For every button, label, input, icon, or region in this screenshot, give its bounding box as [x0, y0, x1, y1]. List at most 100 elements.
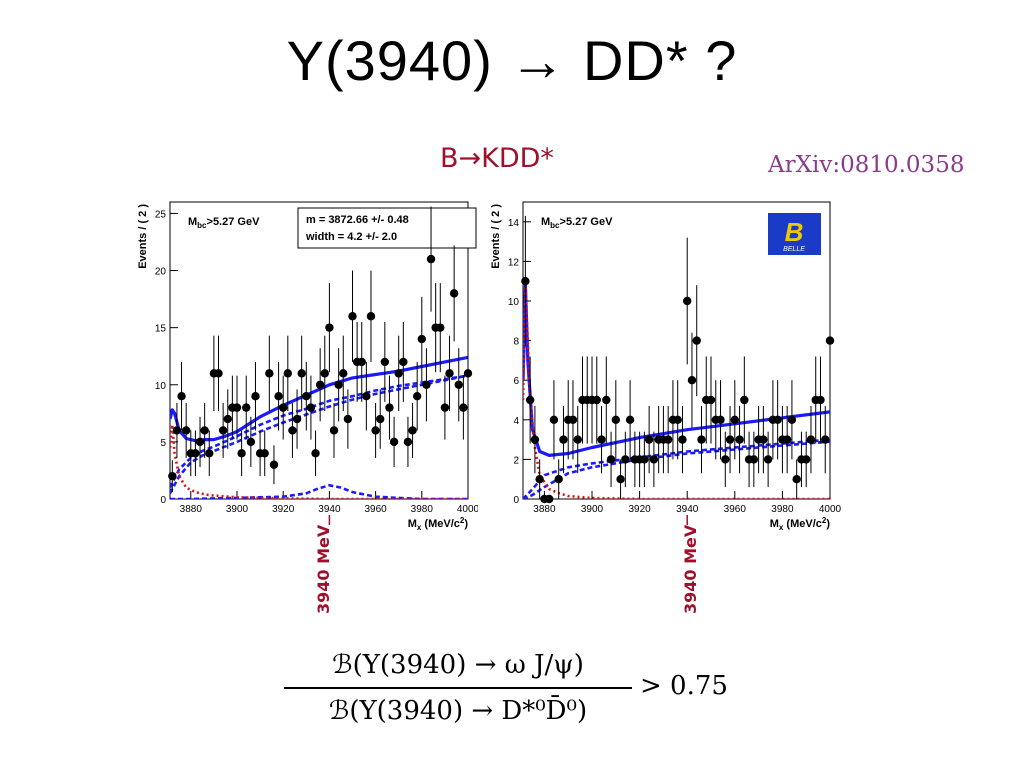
data-point [408, 426, 417, 435]
data-point [417, 334, 426, 344]
data-point [802, 455, 811, 464]
y-tick-label: 10 [155, 381, 167, 392]
x-tick-label: 3900 [581, 504, 604, 515]
data-point [334, 380, 343, 389]
data-point [749, 455, 759, 464]
data-point [274, 391, 283, 401]
data-point [554, 475, 563, 484]
data-point [740, 395, 749, 405]
formula-inequality: > 0.75 [640, 671, 728, 701]
data-point [725, 435, 735, 444]
data-point [625, 415, 635, 424]
data-point [172, 426, 182, 435]
data-point [389, 437, 399, 447]
data-point [735, 435, 744, 444]
data-point [288, 426, 297, 435]
data-point [806, 435, 816, 444]
data-point [692, 336, 701, 345]
y-tick-label: 15 [155, 324, 167, 335]
data-point [463, 369, 473, 378]
belle-logo [768, 213, 821, 255]
x-tick-label: 3880 [533, 504, 556, 515]
data-point [232, 403, 242, 412]
data-point [191, 449, 200, 458]
data-point [278, 403, 288, 412]
data-point [687, 376, 697, 385]
marker-label-right: 3940 MeV [681, 524, 700, 614]
data-point [787, 415, 797, 424]
data-point [663, 435, 673, 444]
data-point [223, 414, 232, 424]
data-point [426, 254, 436, 264]
data-point [385, 403, 394, 412]
fraction-bar [284, 687, 632, 689]
data-point [597, 435, 606, 444]
data-point [436, 323, 445, 332]
y-tick-label: 2 [513, 455, 519, 466]
data-point [195, 437, 205, 447]
data-point [315, 380, 325, 389]
formula-denominator: ℬ(Y(3940) → D*⁰D̄⁰) [328, 696, 588, 726]
data-point [205, 449, 214, 458]
x-tick-label: 3880 [180, 504, 203, 515]
cut-label: Mbc>5.27 GeV [541, 216, 613, 230]
x-tick-label: 3980 [771, 504, 794, 515]
formula-fraction: ℬ(Y(3940) → ω J/ψ) ℬ(Y(3940) → D*⁰D̄⁰) [284, 645, 632, 731]
y-tick-label: 6 [513, 376, 519, 387]
data-point [325, 323, 334, 332]
data-point [721, 455, 730, 464]
data-point [218, 426, 228, 435]
data-point [366, 312, 376, 321]
data-point [214, 369, 223, 378]
data-point [265, 369, 274, 378]
data-point [246, 437, 256, 447]
data-point [445, 369, 454, 378]
data-point [640, 455, 649, 464]
data-point [269, 460, 279, 469]
left-mass-plot: 0 5 10 15 20 25 3880 3900 3920 3940 3960 3980 4000 Ev… [137, 201, 478, 532]
y-tick-label: 4 [513, 416, 519, 427]
data-point [759, 435, 768, 444]
belle-logo-mark: B [785, 217, 804, 247]
data-point [782, 435, 792, 444]
data-point [306, 403, 316, 412]
data-point [394, 369, 403, 378]
data-point [302, 391, 311, 401]
arxiv-reference: ArXiv:0810.0358 [768, 152, 965, 178]
data-point [825, 336, 835, 345]
data-point [644, 435, 654, 444]
data-point [339, 369, 348, 378]
y-tick-label: 8 [513, 337, 519, 348]
fit-curve-signal [523, 279, 830, 499]
data-point [177, 391, 186, 401]
x-tick-label: 3920 [628, 504, 651, 515]
x-tick-label: 3940 [676, 504, 699, 515]
x-tick-label: 3940 [318, 504, 341, 515]
x-tick-label: 3900 [226, 504, 249, 515]
data-point [530, 435, 540, 444]
data-point [260, 449, 269, 458]
data-point [730, 415, 740, 424]
right-mass-plot: 0 2 4 6 8 10 12 14 3880 3900 3920 3940 3960 3980 4000 E… [490, 201, 842, 532]
data-point [362, 391, 371, 401]
y-axis-label: Events / ( 2 ) [490, 204, 502, 269]
data-point [559, 435, 568, 444]
data-point [773, 415, 782, 424]
data-point [181, 426, 191, 435]
data-point [168, 471, 177, 481]
data-point [683, 296, 692, 306]
data-point [251, 391, 260, 401]
data-point [549, 415, 559, 424]
data-point [621, 455, 630, 464]
formula-numerator: ℬ(Y(3940) → ω J/ψ) [332, 650, 584, 680]
y-tick-label: 14 [508, 218, 520, 229]
data-point [449, 289, 459, 298]
data-point [611, 415, 621, 424]
data-point [568, 415, 578, 424]
fit-curve-signal [170, 423, 468, 499]
x-axis-label: Mx (MeV/c2) [408, 516, 469, 532]
x-tick-label: 3920 [272, 504, 295, 515]
y-tick-label: 0 [160, 495, 166, 506]
y-tick-label: 20 [155, 267, 167, 278]
data-point [821, 435, 830, 444]
